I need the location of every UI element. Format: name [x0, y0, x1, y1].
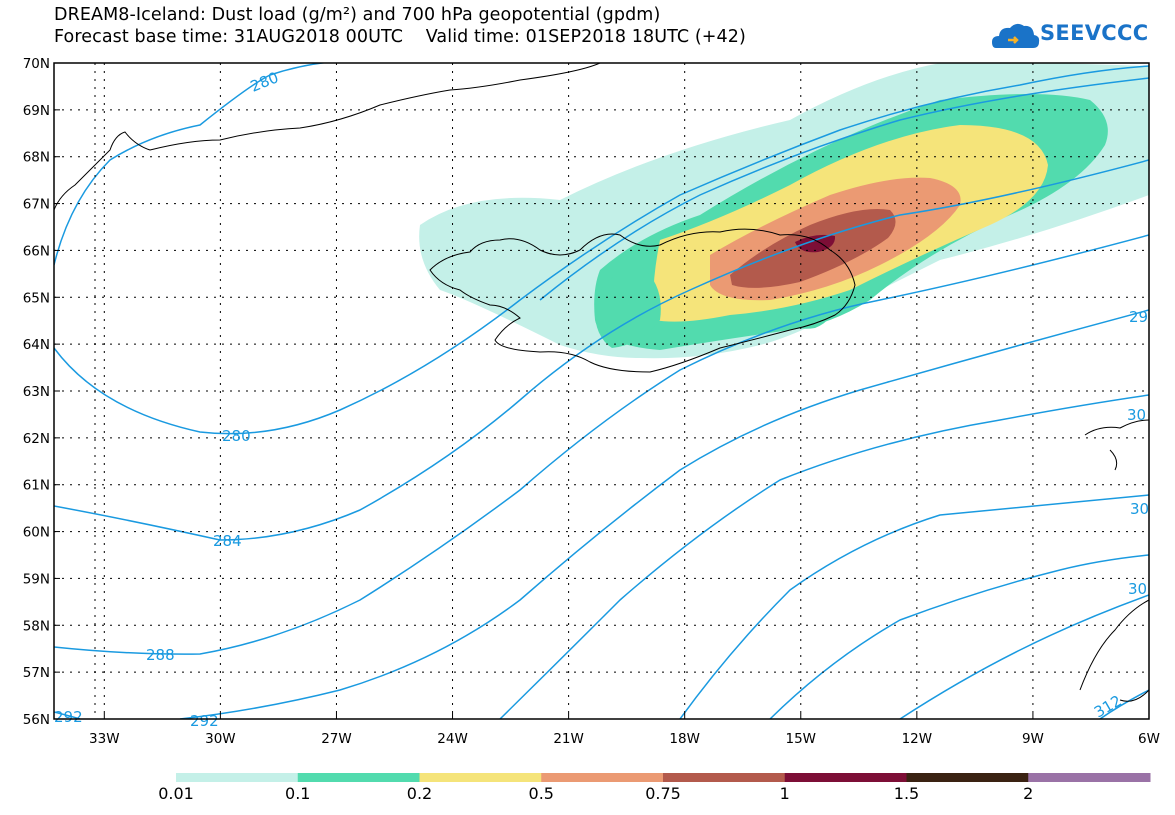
colorbar-swatch: [176, 773, 299, 782]
lon-label-12W: 12W: [902, 731, 933, 747]
lat-label-57N: 57N: [23, 665, 50, 681]
graticule-lines: [54, 63, 1149, 719]
lat-label-56N: 56N: [23, 712, 50, 728]
lat-label-68N: 68N: [23, 150, 50, 166]
colorbar-swatch: [297, 773, 420, 782]
dust-band-1: [795, 234, 836, 253]
lon-label-18W: 18W: [669, 731, 700, 747]
logo-text: SEEVCCC: [1040, 21, 1149, 45]
colorbar-label: 2: [1023, 784, 1034, 803]
colorbar-swatch: [419, 773, 542, 782]
lon-label-9W: 9W: [1022, 731, 1044, 747]
map-title: DREAM8-Iceland: Dust load (g/m²) and 700…: [54, 5, 661, 25]
lat-label-59N: 59N: [23, 571, 50, 587]
lat-label-62N: 62N: [23, 431, 50, 447]
lon-label-6W: 6W: [1138, 731, 1160, 747]
contour-label-29-right: 29: [1129, 308, 1148, 326]
lat-label-70N: 70N: [23, 56, 50, 72]
colorbar-label: 0.01: [158, 784, 194, 803]
lon-label-33W: 33W: [89, 731, 120, 747]
colorbar-label: 1.5: [893, 784, 920, 803]
lon-label-24W: 24W: [437, 731, 468, 747]
contour-296: [499, 394, 1149, 719]
colorbar-label: 0.75: [645, 784, 681, 803]
coast-greenland: [54, 63, 601, 211]
colorbar-swatch: [663, 773, 786, 782]
contour-label-30-a: 30: [1127, 406, 1146, 424]
longitude-labels: 33W 30W 27W 24W 21W 18W 15W 12W 9W 6W: [89, 713, 1160, 747]
contour-label-312: 312: [1091, 692, 1125, 722]
lat-label-65N: 65N: [23, 290, 50, 306]
lat-label-61N: 61N: [23, 478, 50, 494]
colorbar-label: 1: [779, 784, 790, 803]
contour-280: [54, 65, 1149, 435]
cloud-logo-icon: [992, 23, 1040, 48]
contour-300: [679, 494, 1149, 719]
lon-label-27W: 27W: [321, 731, 352, 747]
colorbar-swatch: [1028, 773, 1151, 782]
contour-288: [54, 234, 1149, 655]
contour-308: [899, 594, 1149, 719]
colorbar-swatch: [784, 773, 907, 782]
contour-label-30-c: 30: [1128, 580, 1147, 598]
contour-280-north: [54, 63, 328, 266]
lon-label-30W: 30W: [205, 731, 236, 747]
lat-label-66N: 66N: [23, 243, 50, 259]
contour-304: [769, 554, 1149, 719]
colorbar-swatch: [906, 773, 1029, 782]
lat-label-58N: 58N: [23, 618, 50, 634]
contour-276: [539, 77, 1149, 301]
contour-label-280-mid: 280: [222, 427, 251, 445]
dust-patch-green-w: [594, 265, 661, 348]
contour-284: [54, 159, 1149, 541]
lon-label-21W: 21W: [553, 731, 584, 747]
contour-312: [1099, 689, 1149, 719]
colorbar-label: 0.1: [285, 784, 311, 803]
lat-label-60N: 60N: [23, 525, 50, 541]
contour-label-284: 284: [213, 532, 242, 550]
coast-faroe-norway: [1084, 419, 1149, 471]
lat-label-64N: 64N: [23, 337, 50, 353]
coastlines: [54, 63, 1149, 702]
contour-label-30-b: 30: [1130, 500, 1149, 518]
contour-label-288: 288: [146, 646, 175, 664]
coast-scotland: [1079, 599, 1149, 702]
lat-label-69N: 69N: [23, 103, 50, 119]
contour-label-292-left: 292: [54, 708, 83, 726]
lat-label-67N: 67N: [23, 197, 50, 213]
colorbar-label: 0.5: [528, 784, 554, 803]
latitude-labels: 70N 69N 68N 67N 66N 65N 64N 63N 62N 61N 60N 59N 58N 5…: [23, 56, 60, 728]
lat-label-63N: 63N: [23, 384, 50, 400]
lon-label-15W: 15W: [786, 731, 817, 747]
colorbar-swatch: [541, 773, 664, 782]
contour-292: [179, 309, 1149, 719]
coast-iceland: [429, 228, 856, 373]
map-subtitle: Forecast base time: 31AUG2018 00UTC Vali…: [54, 27, 746, 47]
contour-label-292-bottom: 292: [190, 712, 219, 730]
colorbar: [176, 773, 1151, 782]
colorbar-label: 0.2: [406, 784, 433, 803]
